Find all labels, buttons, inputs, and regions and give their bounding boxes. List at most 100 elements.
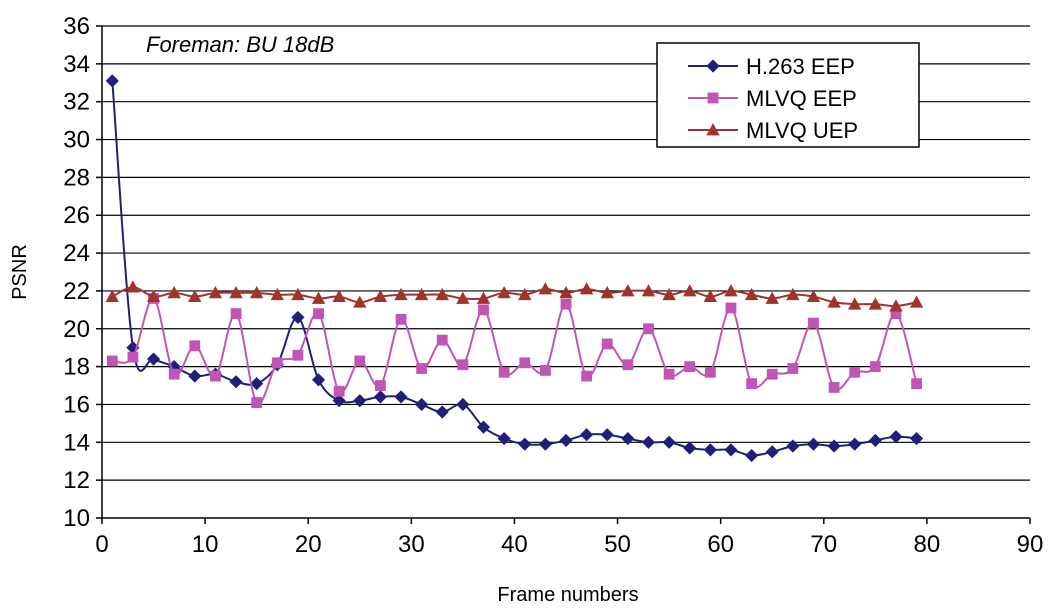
- data-point: [394, 287, 408, 301]
- legend-label: MLVQ UEP: [746, 118, 858, 143]
- data-point: [643, 323, 654, 335]
- data-point: [663, 368, 675, 380]
- data-point: [105, 289, 119, 303]
- data-point: [622, 359, 634, 371]
- data-point: [806, 289, 821, 303]
- y-tick-label: 36: [63, 13, 90, 40]
- series-group: [105, 74, 924, 463]
- data-point: [270, 287, 284, 301]
- legend: H.263 EEP MLVQ EEP MLVQ UEP: [656, 42, 920, 148]
- data-point: [127, 351, 139, 363]
- x-tick-label: 0: [95, 531, 108, 558]
- data-point: [579, 282, 594, 295]
- data-point: [889, 299, 903, 312]
- series-1: [105, 74, 924, 463]
- data-point: [414, 287, 429, 301]
- legend-swatch-marker: [706, 59, 720, 73]
- y-tick-label: 30: [63, 127, 90, 154]
- data-point: [333, 385, 345, 397]
- x-tick-label: 70: [810, 531, 837, 558]
- x-tick-label: 40: [501, 531, 528, 558]
- data-point: [311, 373, 326, 387]
- y-tick-label: 10: [63, 505, 90, 532]
- data-point: [374, 380, 386, 391]
- data-point: [518, 287, 532, 301]
- data-point: [786, 439, 800, 453]
- x-tick-label: 90: [1017, 531, 1044, 558]
- series-3: [105, 280, 924, 312]
- data-point: [146, 352, 161, 366]
- data-point: [684, 361, 696, 373]
- x-axis-title: Frame numbers: [497, 584, 638, 606]
- data-point: [291, 310, 305, 324]
- y-tick-label: 18: [63, 354, 90, 381]
- data-point: [518, 437, 532, 451]
- data-point: [889, 430, 903, 444]
- data-point: [456, 291, 470, 304]
- data-point: [249, 285, 264, 299]
- data-point: [436, 334, 448, 346]
- axes: [96, 25, 1031, 524]
- y-tick-label: 16: [63, 391, 90, 418]
- legend-swatch-marker: [707, 92, 719, 104]
- chart-annotation: Foreman: BU 18dB: [146, 32, 334, 57]
- data-point: [229, 375, 243, 389]
- data-point: [580, 428, 594, 442]
- data-point: [703, 289, 718, 303]
- series-line: [111, 286, 917, 308]
- data-point: [210, 370, 221, 382]
- y-tick-labels: 10 12 14 16 18 20 22 24 26 28 30 32 34 36: [63, 13, 90, 532]
- y-tick-label: 34: [63, 51, 90, 78]
- y-tick-label: 28: [63, 164, 90, 191]
- data-point: [808, 317, 819, 329]
- data-point: [456, 397, 470, 412]
- data-point: [395, 313, 407, 325]
- data-point: [106, 355, 118, 367]
- data-point: [744, 287, 759, 301]
- data-point: [765, 445, 779, 459]
- data-point: [828, 382, 840, 393]
- data-point: [497, 285, 511, 299]
- data-point: [373, 289, 388, 303]
- data-point: [581, 370, 593, 382]
- data-point: [476, 420, 491, 434]
- data-point: [662, 287, 676, 301]
- data-point: [229, 285, 243, 299]
- data-point: [271, 357, 283, 369]
- data-point: [353, 295, 367, 308]
- x-tick-label: 80: [914, 531, 941, 558]
- data-point: [601, 338, 613, 350]
- legend-label: MLVQ EEP: [746, 86, 857, 111]
- data-point: [848, 297, 862, 310]
- data-point: [251, 397, 263, 408]
- data-point: [560, 298, 572, 310]
- legend-label: H.263 EEP: [746, 54, 855, 79]
- data-point: [146, 289, 161, 303]
- x-tick-label: 50: [604, 531, 631, 558]
- data-point: [105, 74, 119, 88]
- data-point: [435, 405, 449, 419]
- data-point: [457, 359, 469, 371]
- data-point: [600, 428, 614, 442]
- data-point: [787, 363, 799, 374]
- data-point: [539, 364, 551, 376]
- data-point: [909, 295, 924, 308]
- data-point: [189, 340, 201, 352]
- data-point: [353, 394, 367, 408]
- data-point: [208, 285, 223, 299]
- x-tick-label: 60: [707, 531, 734, 558]
- data-point: [683, 284, 697, 297]
- data-point: [538, 437, 552, 451]
- series-line: [112, 297, 918, 405]
- data-point: [786, 287, 800, 301]
- data-point: [704, 366, 716, 378]
- x-tick-labels: 0 10 20 30 40 50 60 70 80 90: [95, 531, 1043, 558]
- y-axis-title: PSNR: [9, 244, 31, 300]
- data-point: [332, 394, 346, 408]
- data-point: [641, 435, 656, 449]
- data-point: [394, 390, 408, 404]
- data-point: [621, 431, 635, 446]
- data-point: [373, 390, 387, 404]
- data-point: [126, 280, 140, 293]
